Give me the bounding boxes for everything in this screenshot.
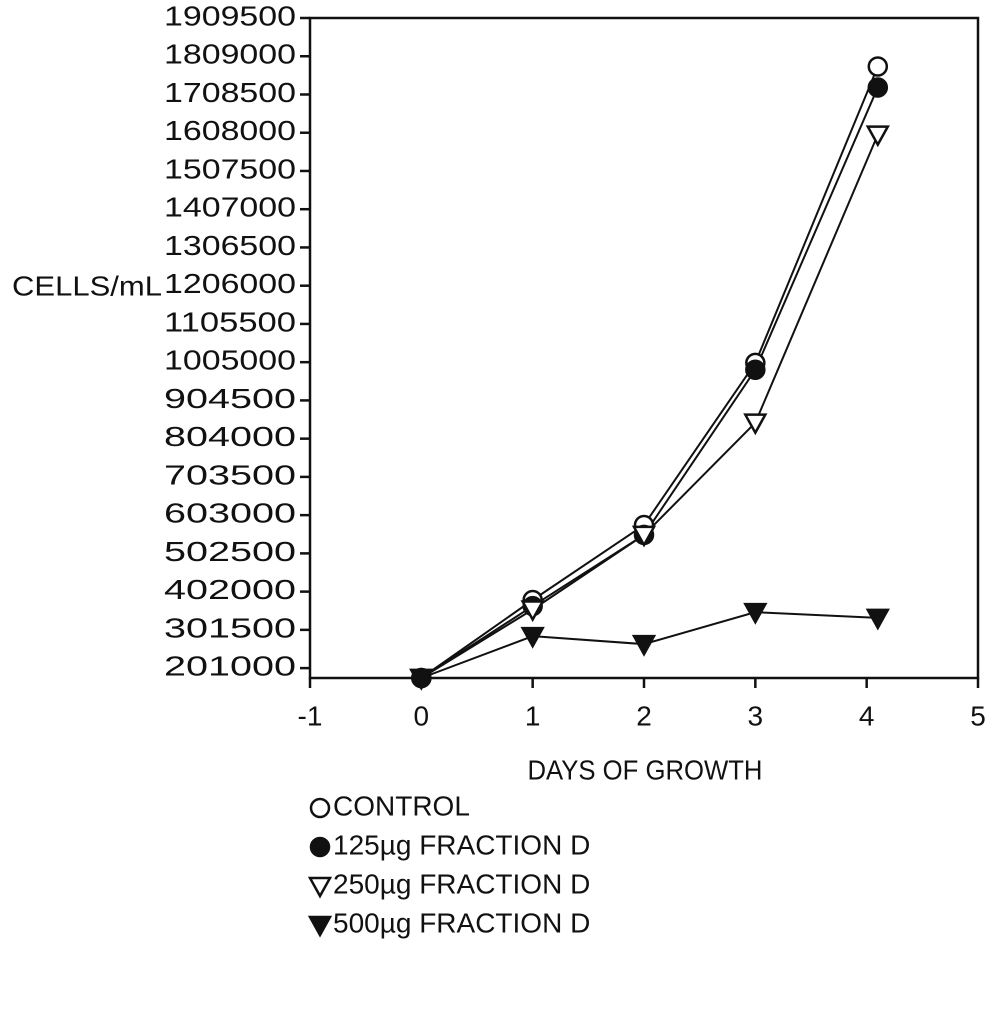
point [865,608,890,631]
y-axis-label: CELLS/mL [12,270,162,301]
y-tick-label: 1407000 [164,192,296,223]
y-tick-label: 904500 [164,383,296,414]
legend-marker [309,836,331,858]
point [865,125,890,148]
x-tick-label: 0 [414,700,430,731]
point [631,525,657,548]
y-tick-label: 1105500 [164,306,296,337]
legend-label: 500µg FRACTION D [333,907,590,938]
x-tick-label: 5 [970,700,986,731]
series-line [420,134,879,679]
y-tick-label: 1909500 [164,0,296,31]
y-tick-label: 1306500 [164,230,296,261]
y-tick-label: 1608000 [164,115,296,146]
x-axis-label: DAYS OF GROWTH [528,754,763,785]
y-tick-label: 1206000 [164,268,296,299]
legend: CONTROL 125µg FRACTION D 250µg FRACTION D 5… [307,790,590,938]
y-tick-label: 1708500 [164,77,296,108]
x-tick-label: 3 [748,700,764,731]
point [520,626,545,649]
point [867,77,889,98]
y-tick-label: 402000 [164,574,296,605]
point [409,668,434,691]
point [867,56,889,77]
point [520,600,545,623]
x-tick-label: -1 [298,700,323,731]
x-tick-label: 1 [525,700,541,731]
y-tick-label: 502500 [164,536,296,567]
point [743,413,768,436]
legend-label: 250µg FRACTION D [333,868,590,899]
y-tick-label: 1809000 [164,39,296,70]
y-tick-label: 301500 [164,612,296,643]
y-tick-label: 201000 [164,650,296,681]
x-tick-label: 2 [636,700,652,731]
y-tick-label: 804000 [164,421,296,452]
y-tick-label: 703500 [164,459,296,490]
legend-label: CONTROL [333,790,470,821]
legend-marker [309,797,331,819]
plot-frame [308,16,980,680]
series-line [420,66,879,679]
point [631,634,657,657]
series-line [420,87,879,679]
y-tick-label: 1005000 [164,345,296,376]
point [743,602,768,625]
x-tick-label: 4 [859,700,875,731]
point [745,359,766,381]
y-tick-label: 603000 [164,498,296,529]
legend-marker [307,915,333,938]
legend-label: 125µg FRACTION D [333,829,590,860]
y-tick-label: 1507500 [164,153,296,184]
legend-marker [307,876,333,899]
